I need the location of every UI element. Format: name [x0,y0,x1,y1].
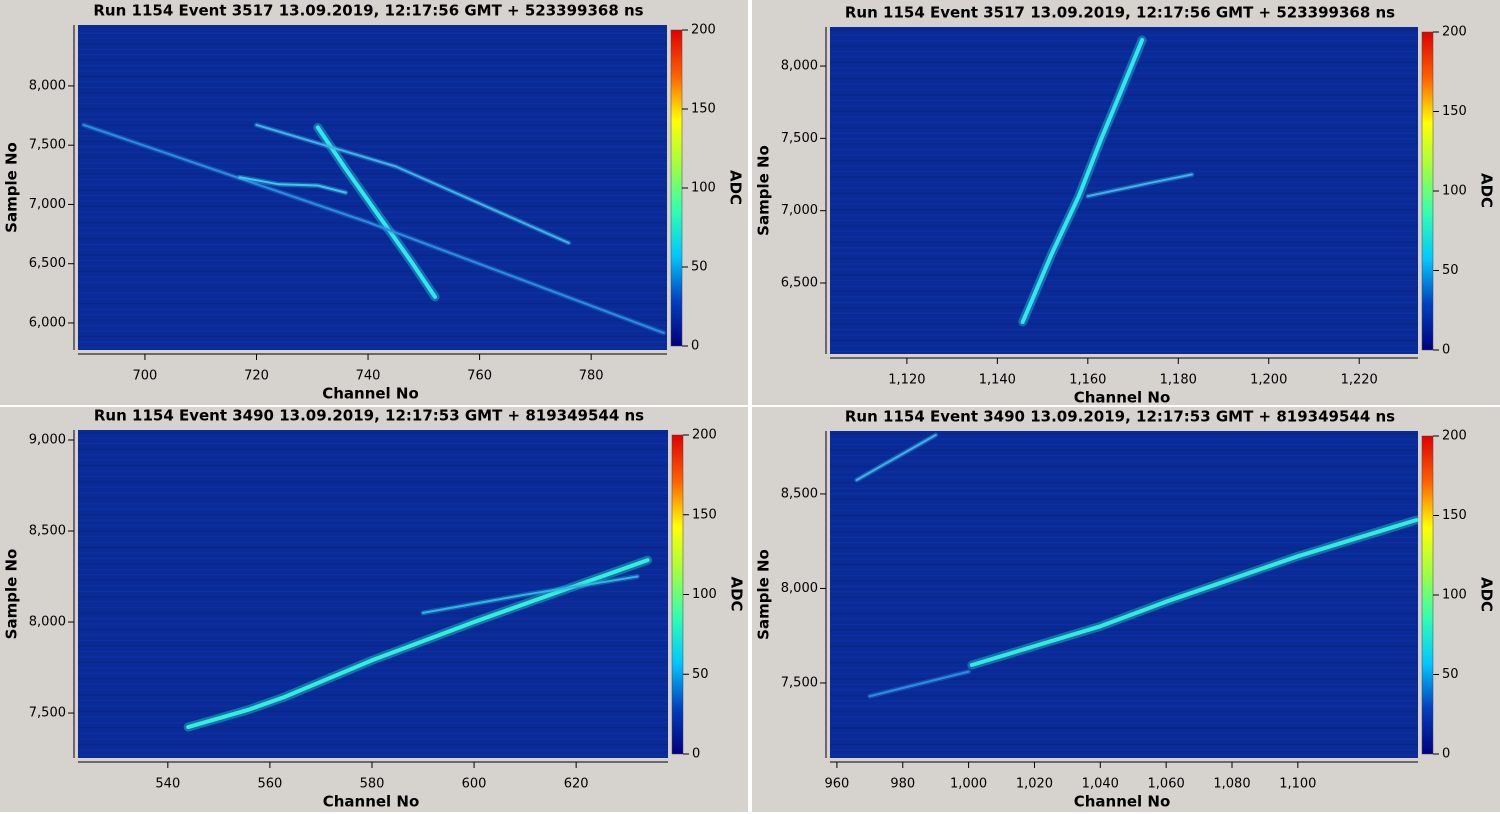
colorbar-tick-label: 0 [1442,343,1450,358]
x-tick-label: 1,000 [950,777,987,792]
x-tick-label: 1,140 [979,373,1016,388]
plot-area [78,25,667,350]
y-tick-label: 8,000 [29,78,66,93]
x-tick-label: 620 [564,777,589,792]
x-tick-label: 980 [890,777,915,792]
colorbar-tick-label: 50 [1442,667,1459,682]
y-tick-label: 8,500 [29,524,66,539]
y-axis-label: Sample No [755,145,773,236]
x-tick-label: 1,040 [1082,777,1119,792]
x-tick-label: 1,160 [1069,373,1106,388]
plot-area [78,430,668,758]
y-tick-label: 7,500 [781,675,818,690]
x-tick-label: 580 [360,777,385,792]
chart-title: Run 1154 Event 3517 13.09.2019, 12:17:56… [93,2,643,20]
x-tick-label: 560 [257,777,282,792]
colorbar-tick-label: 100 [1442,588,1467,603]
x-tick-label: 1,020 [1016,777,1053,792]
colorbar-tick-label: 100 [691,181,716,196]
x-tick-label: 780 [579,369,604,384]
track [238,176,347,194]
x-tick-label: 720 [244,369,269,384]
colorbar-label: ADC [1478,577,1496,612]
x-tick-label: 1,120 [888,373,925,388]
colorbar-tick-label: 50 [691,260,708,275]
track [315,125,437,299]
x-tick-label: 760 [467,369,492,384]
colorbar-tick-label: 100 [692,587,717,602]
colorbar-tick-label: 200 [691,23,716,38]
x-tick-label: 960 [824,777,849,792]
colorbar-tick-label: 200 [1442,25,1467,40]
x-axis-label: Channel No [1074,793,1171,811]
colorbar [1421,435,1434,755]
y-tick-label: 8,500 [781,486,818,501]
plot-area [830,431,1418,758]
y-tick-label: 6,500 [29,256,66,271]
x-tick-label: 1,180 [1160,373,1197,388]
x-tick-label: 1,060 [1148,777,1185,792]
y-tick-label: 8,000 [781,581,818,596]
x-axis-label: Channel No [1074,389,1171,407]
y-tick-label: 9,000 [29,433,66,448]
colorbar-tick-label: 150 [1442,104,1467,119]
colorbar-label: ADC [727,170,745,205]
track [82,123,665,334]
colorbar-tick-label: 0 [692,747,700,762]
colorbar-tick-label: 100 [1442,184,1467,199]
colorbar-tick-label: 150 [692,507,717,522]
x-tick-label: 540 [155,777,180,792]
x-axis-label: Channel No [322,385,419,403]
y-axis-label: Sample No [3,142,21,233]
y-tick-label: 8,000 [781,59,818,74]
y-tick-label: 7,500 [29,138,66,153]
y-tick-label: 7,000 [29,197,66,212]
y-tick-label: 6,000 [29,315,66,330]
colorbar-tick-label: 0 [691,339,699,354]
x-axis-label: Channel No [323,793,420,811]
colorbar-label: ADC [728,576,746,611]
x-tick-label: 740 [356,369,381,384]
x-tick-label: 1,080 [1213,777,1250,792]
colorbar-tick-label: 200 [1442,429,1467,444]
track [255,123,570,244]
colorbar-tick-label: 0 [1442,747,1450,762]
colorbar [670,29,683,347]
colorbar [671,434,684,755]
track [1020,38,1145,324]
x-tick-label: 700 [133,369,158,384]
y-tick-label: 7,500 [29,706,66,721]
track [855,434,937,481]
x-tick-label: 1,220 [1341,373,1378,388]
track [868,670,970,698]
chart-title: Run 1154 Event 3490 13.09.2019, 12:17:53… [845,408,1395,426]
y-tick-label: 7,500 [781,131,818,146]
colorbar-tick-label: 150 [691,102,716,117]
track [422,575,639,614]
y-axis-label: Sample No [3,549,21,640]
y-tick-label: 8,000 [29,615,66,630]
colorbar-tick-label: 50 [1442,263,1459,278]
y-axis-label: Sample No [755,549,773,640]
y-tick-label: 7,000 [781,203,818,218]
y-tick-label: 6,500 [781,275,818,290]
chart-title: Run 1154 Event 3490 13.09.2019, 12:17:53… [94,407,644,425]
x-tick-label: 600 [462,777,487,792]
track [969,518,1418,667]
x-tick-label: 1,100 [1279,777,1316,792]
colorbar-tick-label: 50 [692,667,709,682]
colorbar-tick-label: 150 [1442,508,1467,523]
colorbar [1421,31,1434,351]
chart-title: Run 1154 Event 3517 13.09.2019, 12:17:56… [845,4,1395,22]
track [1086,173,1193,198]
colorbar-label: ADC [1478,173,1496,208]
x-tick-label: 1,200 [1250,373,1287,388]
colorbar-tick-label: 200 [692,428,717,443]
